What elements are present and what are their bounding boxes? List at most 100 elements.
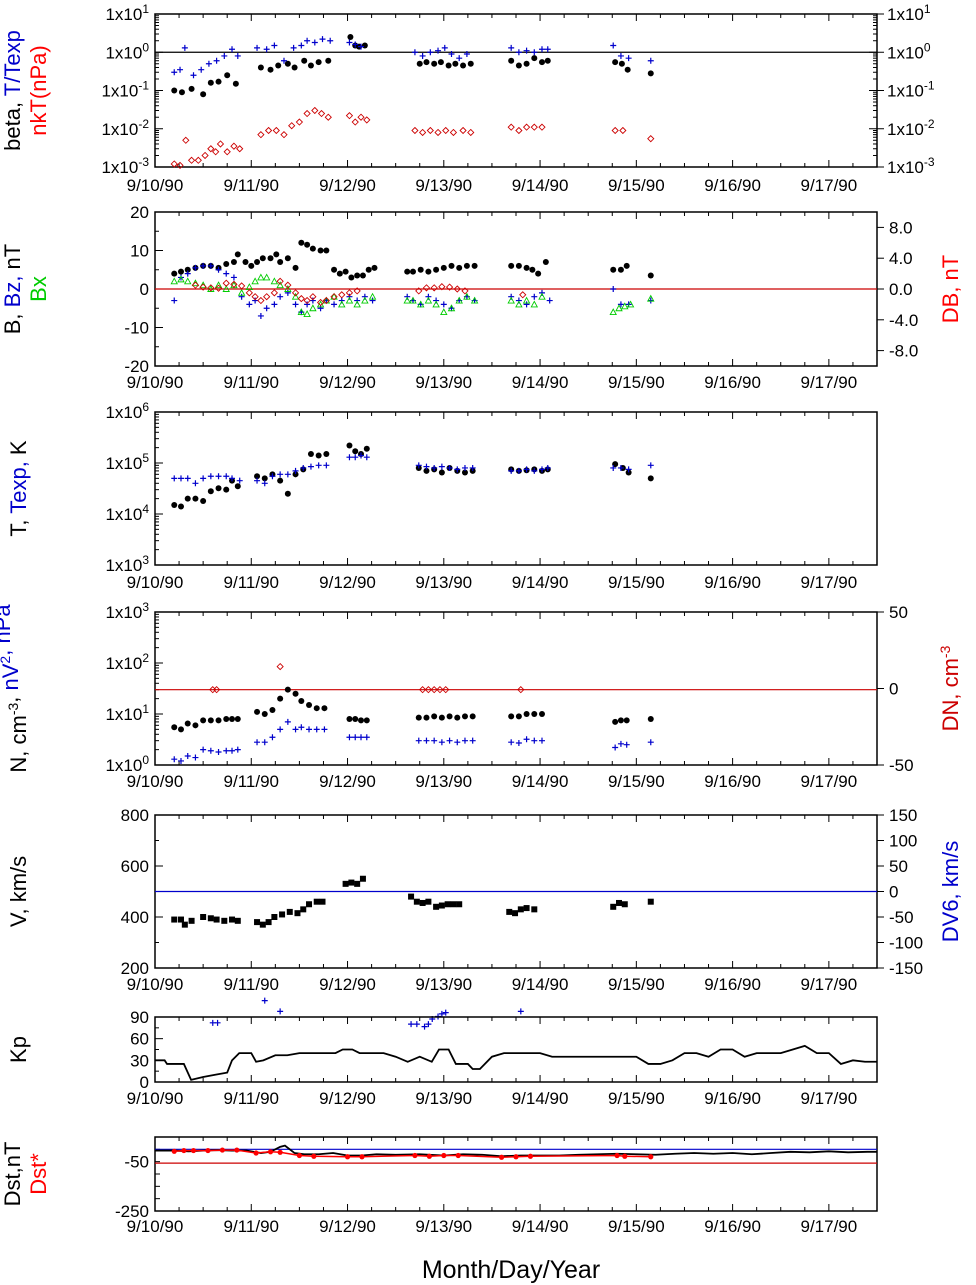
data-point <box>351 118 359 126</box>
y-tick-label: 1x103 <box>105 600 149 622</box>
y-axis-label-secondary: Bx <box>26 276 51 302</box>
y-tick-label-right: 1x10-3 <box>887 155 935 177</box>
y-tick-label: 1x104 <box>105 502 149 524</box>
data-point <box>611 126 619 135</box>
y-axis-label: T, Texp, K <box>6 440 31 537</box>
data-point <box>213 916 220 923</box>
data-point <box>280 131 288 139</box>
data-point <box>261 711 268 717</box>
data-point <box>284 471 291 478</box>
data-point <box>229 475 236 482</box>
data-point <box>297 294 305 303</box>
data-point <box>234 746 241 753</box>
data-point <box>523 466 530 473</box>
x-tick-label: 9/16/90 <box>704 1089 761 1108</box>
panel-n: 9/10/90 9/11/90 9/12/90 9/13/90 9/14/90 9/15/… <box>0 600 963 791</box>
data-point <box>230 142 238 150</box>
data-point <box>234 1147 240 1153</box>
x-tick-label: 9/12/90 <box>319 772 376 791</box>
data-point <box>413 1021 420 1028</box>
data-point <box>354 272 361 279</box>
data-point <box>523 301 530 308</box>
data-point <box>303 310 311 317</box>
data-point <box>456 901 463 908</box>
data-point <box>538 123 546 131</box>
data-point <box>261 739 268 746</box>
data-point <box>245 289 253 297</box>
data-point <box>530 123 538 131</box>
data-point <box>454 714 461 721</box>
data-point <box>357 113 365 121</box>
x-tick-label: 9/14/90 <box>512 176 569 195</box>
x-tick-label: 9/17/90 <box>800 1217 857 1236</box>
data-point <box>471 262 478 269</box>
data-point <box>242 259 249 266</box>
data-point <box>238 282 246 290</box>
series-plus <box>171 452 654 487</box>
data-point <box>463 51 470 58</box>
x-tick-label: 9/15/90 <box>608 1089 665 1108</box>
data-point <box>647 898 654 905</box>
y-tick-label: 0 <box>140 280 149 299</box>
data-point <box>315 452 322 459</box>
data-point <box>361 296 369 304</box>
data-point <box>251 293 259 301</box>
series-plus <box>171 36 654 79</box>
data-point <box>352 715 359 722</box>
data-point <box>432 300 440 308</box>
data-point <box>515 300 523 308</box>
x-tick-label: 9/17/90 <box>800 975 857 994</box>
data-point <box>200 475 207 482</box>
data-point <box>352 734 359 741</box>
data-point <box>313 705 320 712</box>
data-point <box>317 109 326 118</box>
data-point <box>275 62 282 69</box>
x-tick-label: 9/11/90 <box>224 1217 279 1236</box>
data-point <box>212 148 220 156</box>
data-point <box>610 266 617 273</box>
data-point <box>461 287 469 295</box>
data-point <box>254 259 261 266</box>
data-point <box>298 724 305 731</box>
x-tick-label: 9/13/90 <box>415 975 472 994</box>
data-point <box>431 713 438 720</box>
panel-t: 9/10/90 9/11/90 9/12/90 9/13/90 9/14/90 9/15/… <box>6 400 878 592</box>
data-point <box>315 59 322 66</box>
data-point <box>265 919 272 926</box>
data-point <box>184 266 191 273</box>
data-point <box>617 740 624 747</box>
data-point <box>463 262 470 269</box>
data-point <box>352 454 359 461</box>
data-point <box>223 473 230 480</box>
y-tick-label: 1x103 <box>105 553 149 575</box>
data-point <box>531 293 538 300</box>
data-point <box>284 686 291 693</box>
data-point <box>437 59 444 66</box>
data-point <box>531 737 538 744</box>
y-tick-label: 20 <box>130 203 149 222</box>
data-point <box>610 42 617 49</box>
data-point <box>307 62 314 69</box>
data-point <box>284 289 291 296</box>
data-point <box>188 917 195 924</box>
data-point <box>192 480 199 487</box>
data-point <box>625 466 632 473</box>
data-point <box>444 901 451 908</box>
data-point <box>291 292 300 300</box>
data-point <box>438 283 446 291</box>
data-point <box>423 737 430 744</box>
y-axis-label: Dst,nT <box>0 1142 25 1207</box>
data-point <box>199 283 207 291</box>
data-point <box>171 475 178 482</box>
data-point <box>261 480 268 487</box>
data-point <box>348 879 355 886</box>
data-point <box>515 49 522 56</box>
data-point <box>363 717 370 724</box>
data-point <box>270 277 279 285</box>
data-point <box>647 70 654 77</box>
data-point <box>467 60 474 67</box>
data-point <box>431 464 438 471</box>
data-point <box>277 1008 284 1015</box>
data-point <box>216 140 225 148</box>
data-point <box>363 116 371 124</box>
